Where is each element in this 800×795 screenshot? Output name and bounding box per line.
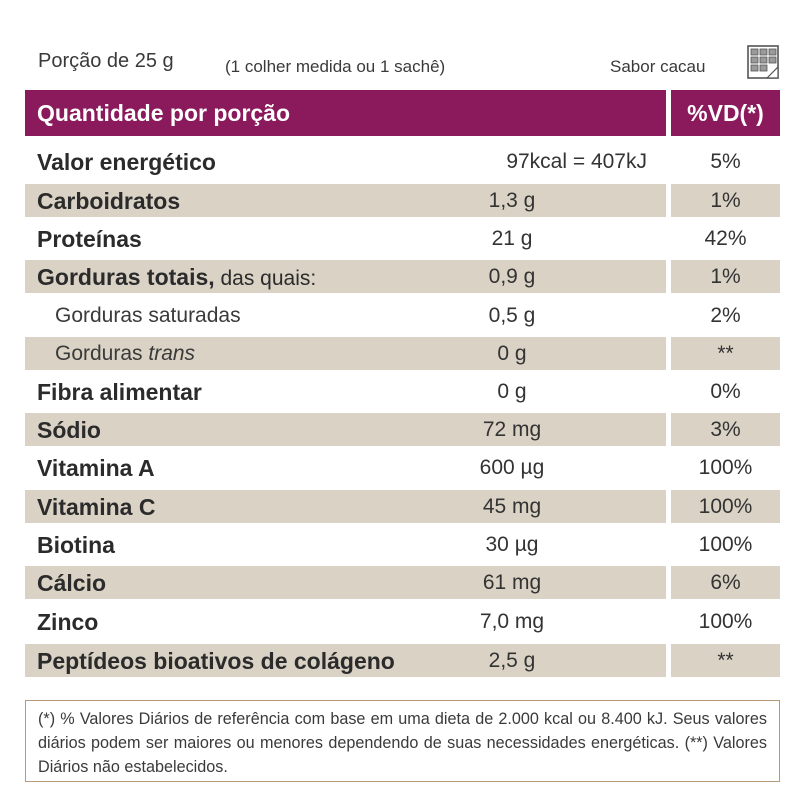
nutrient-label: Gorduras saturadas (55, 304, 241, 327)
row-main-cell (25, 413, 666, 446)
table-row: Peptídeos bioativos de colágeno 2,5 g ** (25, 644, 780, 677)
nutrient-label: Proteínas (37, 226, 142, 252)
row-main-cell (25, 184, 666, 217)
header-vd: %VD(*) (687, 100, 764, 126)
nutrient-name: Carboidratos (37, 188, 180, 215)
nutrient-amount: 30 µg (485, 533, 539, 556)
nutrient-label: Sódio (37, 417, 101, 443)
row-vd-cell (671, 260, 780, 293)
nutrient-vd: 42% (704, 227, 747, 250)
nutrient-vd: 5% (710, 150, 741, 173)
row-vd-cell (671, 337, 780, 370)
nutrient-vd: 1% (710, 189, 741, 212)
table-header: Quantidade por porção %VD(*) (25, 90, 780, 136)
nutrient-amount: 0,5 g (488, 304, 536, 327)
table-row: Fibra alimentar 0 g 0% (25, 375, 780, 408)
nutrient-name: Sódio (37, 417, 101, 444)
nutrient-name: Zinco (37, 609, 98, 636)
row-vd-cell (671, 644, 780, 677)
nutrient-vd: 0% (710, 380, 741, 403)
nutrient-name: Vitamina A (37, 455, 155, 482)
table-row: Zinco 7,0 mg 100% (25, 605, 780, 638)
nutrient-label: Vitamina C (37, 494, 156, 520)
table-row: Valor energético 97kcal = 407kJ 5% (25, 145, 780, 178)
nutrient-amount: 0,9 g (488, 265, 536, 288)
nutrient-vd: 1% (710, 265, 741, 288)
nutrient-label-italic: trans (148, 342, 196, 365)
nutrient-name: Gorduras totais, das quais: (37, 264, 316, 291)
nutrient-amount: 7,0 mg (479, 610, 545, 633)
nutrient-name: Biotina (37, 532, 115, 559)
nutrient-amount: 97kcal = 407kJ (506, 150, 647, 173)
header-title: Quantidade por porção (37, 100, 291, 126)
nutrient-amount: 1,3 g (488, 189, 536, 212)
nutrient-label: Gorduras (55, 342, 149, 365)
row-vd-cell (671, 566, 780, 599)
table-row: Proteínas 21 g 42% (25, 222, 780, 255)
nutrient-vd: ** (717, 342, 734, 365)
row-vd-cell (671, 413, 780, 446)
nutrient-amount: 0 g (497, 342, 527, 365)
nutrient-label: Fibra alimentar (37, 379, 202, 405)
nutrient-amount: 0 g (497, 380, 527, 403)
row-main-cell (25, 260, 666, 293)
nutrient-name: Gorduras saturadas (55, 304, 241, 328)
nutrient-vd: 100% (698, 456, 753, 479)
row-main-cell (25, 566, 666, 599)
row-vd-cell (671, 490, 780, 523)
nutrient-vd: 2% (710, 304, 741, 327)
nutrient-name: Vitamina C (37, 494, 155, 521)
nutrient-name: Valor energético (37, 149, 216, 176)
table-row: Cálcio 61 mg 6% (25, 566, 780, 599)
nutrient-amount: 72 mg (482, 418, 542, 441)
table-row: Sódio 72 mg 3% (25, 413, 780, 446)
row-main-cell (25, 644, 666, 677)
nutrient-amount: 2,5 g (488, 649, 536, 672)
nutrient-amount: 21 g (491, 227, 533, 250)
nutrient-label: Peptídeos bioativos de colágeno (37, 648, 395, 674)
nutrient-name: Gorduras trans (55, 342, 195, 366)
nutrient-vd: 100% (698, 495, 753, 518)
nutrient-vd: ** (717, 649, 734, 672)
nutrient-label: Carboidratos (37, 188, 181, 214)
nutrient-label: Vitamina A (37, 455, 155, 481)
nutrient-vd: 100% (698, 533, 753, 556)
nutrient-amount: 61 mg (482, 571, 542, 594)
nutrient-amount: 600 µg (479, 456, 545, 479)
table-row: Gorduras totais, das quais: 0,9 g 1% (25, 260, 780, 293)
footnote: (*) % Valores Diários de referência com … (25, 700, 780, 782)
header-vd-cell: %VD(*) (671, 90, 780, 136)
nutrient-label: Cálcio (37, 570, 107, 596)
nutrient-label: Zinco (37, 609, 99, 635)
nutrient-vd: 3% (710, 418, 741, 441)
nutrient-vd: 6% (710, 571, 741, 594)
nutrient-name: Peptídeos bioativos de colágeno (37, 648, 395, 675)
table-row: Gorduras saturadas 0,5 g 2% (25, 299, 780, 332)
portion-label: Porção de 25 g (38, 50, 174, 72)
nutrient-vd: 100% (698, 610, 753, 633)
nutrient-name: Fibra alimentar (37, 379, 202, 406)
table-row: Vitamina A 600 µg 100% (25, 451, 780, 484)
nutrient-label: Gorduras totais, (37, 264, 215, 290)
flavor-label: Sabor cacau (610, 57, 706, 76)
table-row: Vitamina C 45 mg 100% (25, 490, 780, 523)
table-row: Gorduras trans 0 g ** (25, 337, 780, 370)
nutrient-label: Biotina (37, 532, 115, 558)
table-row: Biotina 30 µg 100% (25, 528, 780, 561)
nutrient-amount: 45 mg (482, 495, 542, 518)
table-row: Carboidratos 1,3 g 1% (25, 184, 780, 217)
chocolate-bar-icon (747, 45, 779, 79)
nutrient-name: Proteínas (37, 226, 142, 253)
header-quantity-cell: Quantidade por porção (25, 90, 666, 136)
row-vd-cell (671, 184, 780, 217)
nutrient-label: Valor energético (37, 149, 216, 175)
nutrient-name: Cálcio (37, 570, 106, 597)
nutrient-label-extra: das quais: (214, 267, 317, 290)
row-main-cell (25, 337, 666, 370)
row-main-cell (25, 490, 666, 523)
portion-note: (1 colher medida ou 1 sachê) (225, 57, 446, 76)
